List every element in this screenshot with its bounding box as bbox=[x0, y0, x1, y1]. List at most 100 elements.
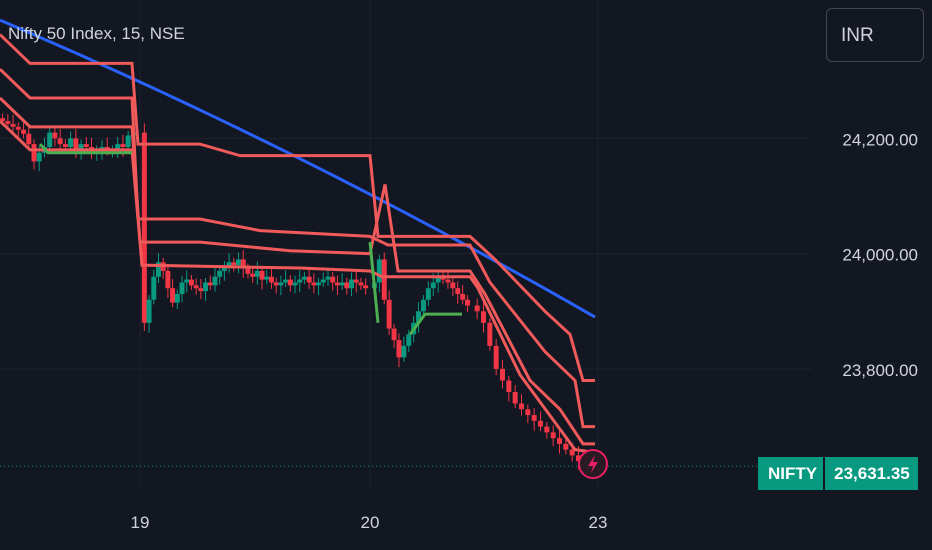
candle-body bbox=[226, 262, 232, 269]
candle-body bbox=[36, 152, 42, 162]
candle-body bbox=[525, 409, 531, 416]
trail-line-green bbox=[368, 241, 380, 323]
candle-body bbox=[306, 276, 312, 283]
candle-body bbox=[188, 279, 194, 286]
candle-body bbox=[455, 288, 461, 294]
candle-body bbox=[207, 282, 213, 286]
candle-body bbox=[15, 126, 21, 130]
candle-body bbox=[396, 340, 402, 358]
candle-body bbox=[287, 279, 293, 286]
price-badge: NIFTY 23,631.35 bbox=[758, 457, 918, 490]
lightning-icon bbox=[588, 455, 598, 473]
candle-body bbox=[292, 282, 298, 286]
candle-body bbox=[120, 144, 126, 147]
candle-body bbox=[325, 276, 331, 280]
candle-body bbox=[245, 268, 251, 274]
y-tick-label: 23,800.00 bbox=[842, 361, 918, 380]
y-tick-label: 24,200.00 bbox=[842, 130, 918, 149]
candle-body bbox=[26, 133, 32, 145]
candle-body bbox=[198, 288, 204, 292]
candle-body bbox=[221, 268, 227, 271]
candle-body bbox=[203, 282, 209, 292]
candle-body bbox=[339, 282, 345, 286]
candle-body bbox=[334, 282, 340, 286]
candle-body bbox=[155, 262, 161, 277]
candle-body bbox=[320, 279, 326, 283]
candle-body bbox=[381, 259, 387, 300]
candle-body bbox=[184, 279, 190, 283]
candle-body bbox=[273, 282, 279, 286]
candle-body bbox=[386, 299, 392, 329]
candle-body bbox=[474, 305, 480, 312]
candle-body bbox=[78, 144, 84, 150]
candle-body bbox=[174, 294, 180, 303]
candle-body bbox=[68, 138, 74, 147]
candle-body bbox=[391, 328, 397, 341]
candle-body bbox=[31, 144, 37, 162]
candle-body bbox=[420, 299, 426, 312]
candle-body bbox=[435, 276, 441, 283]
x-tick-label: 19 bbox=[131, 513, 150, 532]
x-tick-label: 20 bbox=[361, 513, 380, 532]
candle-body bbox=[363, 285, 369, 289]
candle-body bbox=[170, 288, 176, 303]
candle-body bbox=[240, 259, 246, 269]
candle-body bbox=[193, 285, 199, 289]
candle-body bbox=[231, 262, 237, 266]
candle-body bbox=[512, 392, 518, 404]
candle-body bbox=[550, 432, 556, 439]
candle-body bbox=[481, 311, 486, 323]
candle-body bbox=[330, 276, 336, 283]
chart-title: Nifty 50 Index, 15, NSE bbox=[8, 24, 185, 43]
candle-body bbox=[212, 276, 218, 286]
candle-body bbox=[406, 334, 412, 346]
candle-body bbox=[358, 282, 364, 286]
candle-body bbox=[259, 270, 265, 280]
candle-body bbox=[349, 279, 355, 289]
candle-body bbox=[125, 135, 131, 147]
candle-body bbox=[52, 132, 58, 139]
candle-body bbox=[146, 299, 152, 323]
candle-body bbox=[353, 279, 359, 283]
candle-body bbox=[544, 426, 550, 433]
candle-body bbox=[83, 144, 89, 147]
candle-body bbox=[531, 415, 537, 421]
trail-line bbox=[0, 68, 595, 429]
candle-body bbox=[506, 380, 512, 392]
trail-line-green bbox=[38, 143, 132, 155]
candle-body bbox=[283, 279, 289, 283]
candle-body bbox=[500, 368, 505, 381]
candle-body bbox=[576, 455, 581, 462]
candle-body bbox=[217, 270, 223, 277]
candle-body bbox=[493, 345, 499, 369]
y-tick-label: 24,000.00 bbox=[842, 246, 918, 265]
candle-body bbox=[57, 138, 63, 145]
candle-body bbox=[376, 259, 382, 283]
candle-body bbox=[264, 276, 270, 280]
candle-body bbox=[62, 144, 68, 147]
candle-body bbox=[316, 282, 322, 286]
candle-body bbox=[445, 279, 451, 283]
candle-body bbox=[519, 403, 524, 410]
candle-body bbox=[250, 273, 256, 277]
candle-body bbox=[151, 276, 157, 300]
symbol-label: NIFTY bbox=[758, 457, 824, 490]
candle-body bbox=[465, 299, 471, 306]
currency-button[interactable]: INR bbox=[826, 8, 924, 62]
candle-body bbox=[236, 259, 242, 266]
candle-body bbox=[297, 279, 303, 283]
candle-body bbox=[557, 438, 562, 444]
candle-body bbox=[487, 322, 493, 346]
candle-body bbox=[5, 121, 11, 124]
candle-body bbox=[450, 282, 456, 289]
candle-body bbox=[416, 311, 422, 323]
trail-line-green bbox=[408, 312, 462, 336]
candle-body bbox=[425, 288, 431, 300]
candle-body bbox=[115, 144, 121, 150]
candle-body bbox=[21, 129, 27, 134]
candle-body bbox=[301, 276, 307, 280]
candle-body bbox=[278, 282, 284, 286]
candle-body bbox=[563, 443, 569, 450]
candle-body bbox=[401, 345, 407, 358]
